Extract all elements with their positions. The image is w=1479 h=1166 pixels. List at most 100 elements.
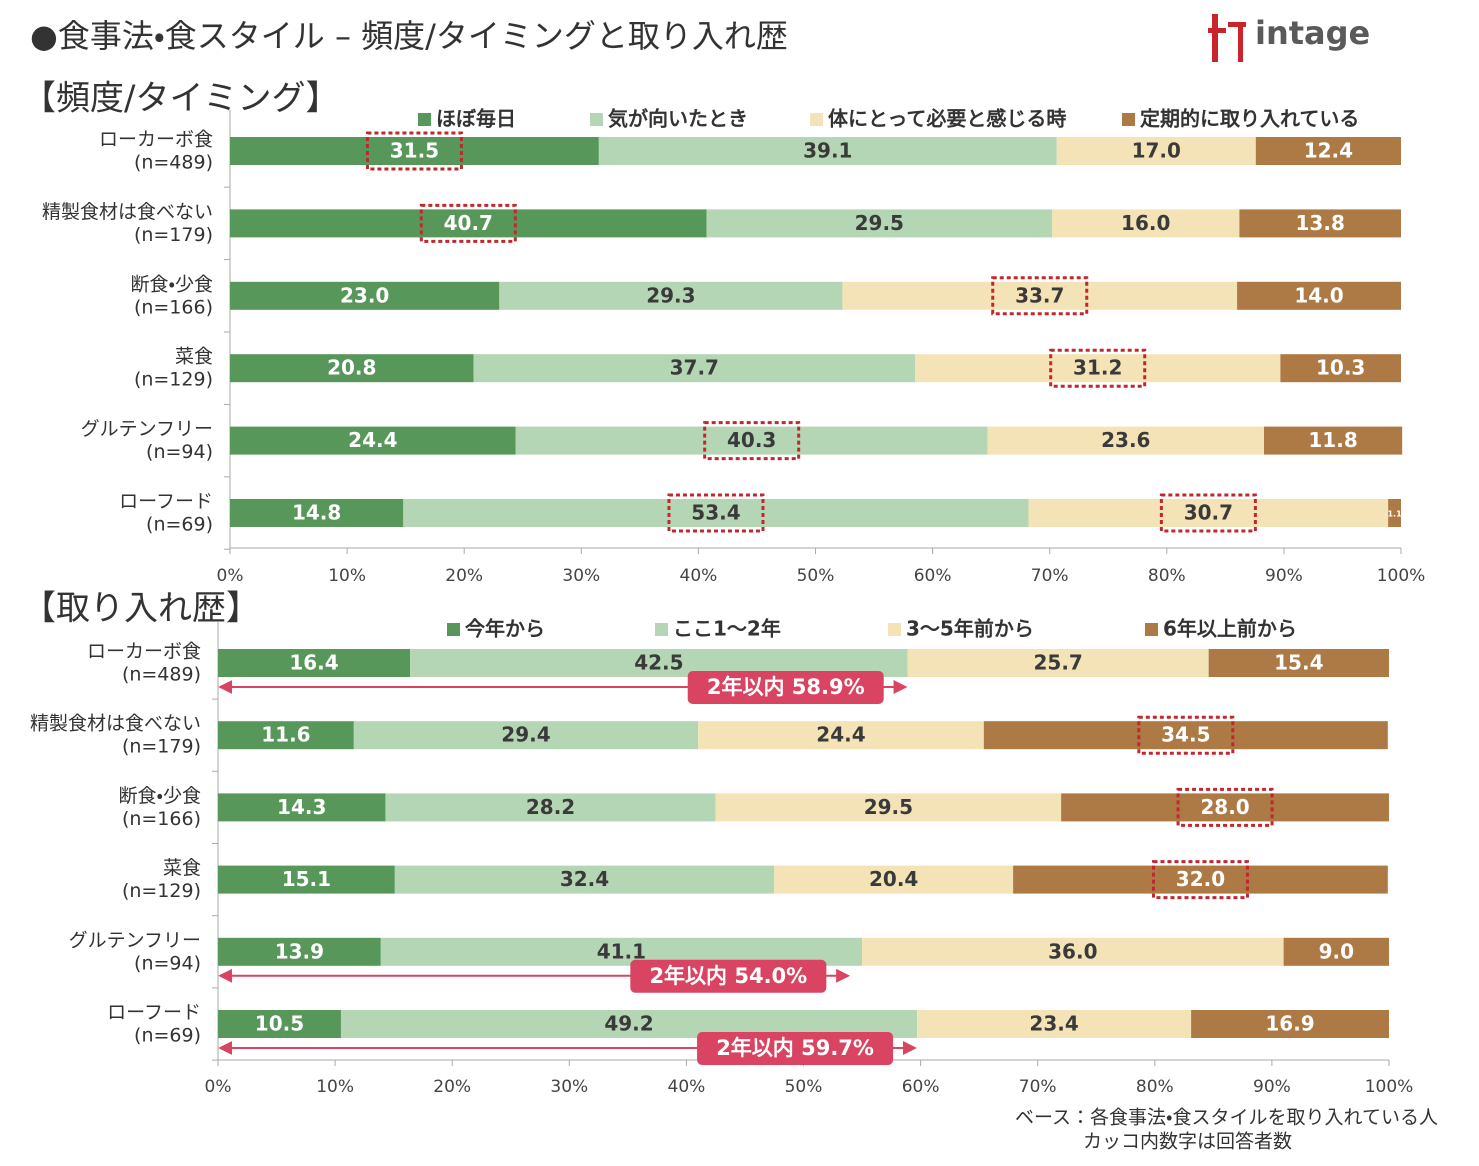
legend-swatch [590, 113, 603, 126]
note: カッコ内数字は回答者数 [1083, 1131, 1292, 1153]
value-label: 24.4 [348, 428, 397, 452]
annotation-label: 2年以内 54.0% [649, 964, 807, 988]
bar-segment [1208, 649, 1389, 677]
bar-segment [1056, 137, 1256, 165]
highlight-box [1151, 860, 1249, 900]
bar-segment [515, 426, 988, 455]
category-label: ローカーボ食 [99, 129, 213, 151]
value-label: 11.6 [261, 723, 310, 747]
annotation-box [697, 1032, 894, 1065]
bar-segment [698, 721, 984, 750]
value-label: 16.9 [1265, 1012, 1314, 1036]
category-label: ローフード [107, 1002, 201, 1024]
highlight-box [991, 276, 1089, 316]
value-label: 16.4 [289, 651, 338, 675]
sample-size: (n=489) [122, 664, 201, 686]
sample-size: (n=94) [134, 952, 201, 974]
x-tick-label: 10% [316, 1077, 354, 1097]
value-label: 15.1 [282, 867, 331, 891]
value-label: 16.0 [1121, 211, 1170, 235]
value-label: 20.8 [327, 356, 376, 380]
bar-segment [842, 281, 1238, 310]
sample-size: (n=179) [134, 224, 213, 246]
value-label: 36.0 [1048, 939, 1097, 963]
bar-segment [1013, 865, 1388, 894]
bar-segment [1388, 499, 1401, 527]
bar-segment [715, 793, 1062, 822]
category-label: ローフード [119, 491, 213, 513]
value-label: 32.4 [560, 867, 609, 891]
x-tick-label: 30% [562, 566, 600, 586]
x-tick-label: 80% [1148, 566, 1186, 586]
x-tick-label: 60% [902, 1077, 940, 1097]
bar-segment [1028, 499, 1389, 527]
sample-size: (n=179) [122, 736, 201, 758]
legend-label: 体にとって必要と感じる時 [828, 107, 1066, 131]
value-label: 25.7 [1034, 651, 1083, 675]
x-tick-label: 90% [1265, 566, 1303, 586]
category-label: グルテンフリー [81, 418, 213, 440]
sample-size: (n=166) [122, 808, 201, 830]
x-tick-label: 50% [797, 566, 835, 586]
value-label: 10.5 [255, 1012, 304, 1036]
x-tick-label: 20% [445, 566, 483, 586]
chart-heading: 【取り入れ歴】 [22, 589, 260, 629]
value-label: 29.5 [855, 211, 904, 235]
legend-swatch [1122, 113, 1135, 126]
x-tick-label: 40% [668, 1077, 706, 1097]
legend-swatch [447, 623, 460, 636]
sample-size: (n=129) [122, 880, 201, 902]
category-label: 菜食 [175, 346, 213, 368]
bar-segment [983, 721, 1388, 750]
bar-segment [218, 793, 386, 822]
bar-segment [774, 865, 1014, 894]
category-label: ローカーボ食 [87, 641, 201, 663]
value-label: 40.3 [727, 428, 776, 452]
legend-swatch [418, 113, 431, 126]
sample-size: (n=69) [146, 514, 213, 536]
legend-swatch [1145, 623, 1158, 636]
category-label: 精製食材は食べない [30, 713, 201, 735]
x-tick-label: 90% [1253, 1077, 1291, 1097]
value-label: 39.1 [803, 139, 852, 163]
bar-segment [230, 354, 474, 383]
x-tick-label: 70% [1031, 566, 1069, 586]
value-label: 23.4 [1029, 1012, 1078, 1036]
legend-label: 6年以上前から [1163, 617, 1297, 641]
highlight-box [667, 493, 765, 533]
bar-segment [1237, 281, 1401, 310]
value-label: 37.7 [670, 356, 719, 380]
bar-segment [1263, 426, 1403, 455]
value-label: 40.7 [444, 211, 493, 235]
legend-label: 気が向いたとき [608, 107, 748, 131]
value-label: 15.4 [1274, 651, 1323, 675]
chart-heading: 【頻度/タイミング】 [22, 79, 339, 119]
annotation-label: 2年以内 59.7% [716, 1036, 874, 1060]
bar-segment [1239, 209, 1401, 238]
value-label: 23.6 [1101, 428, 1150, 452]
highlight-box [1137, 715, 1235, 755]
value-label: 29.3 [646, 283, 695, 307]
annotation-label: 2年以内 58.9% [707, 675, 865, 699]
bar-segment [862, 937, 1284, 966]
bar-segment [1255, 137, 1401, 165]
sample-size: (n=129) [134, 369, 213, 391]
value-label: 49.2 [604, 1012, 653, 1036]
value-label: 32.0 [1176, 867, 1225, 891]
highlight-box [1176, 787, 1274, 827]
legend-label: 今年から [465, 617, 545, 641]
bar-segment [218, 649, 411, 677]
value-label: 41.1 [597, 939, 646, 963]
bar-segment [473, 354, 916, 383]
category-label: グルテンフリー [69, 929, 201, 951]
sample-size: (n=166) [134, 296, 213, 318]
x-tick-label: 30% [550, 1077, 588, 1097]
value-label: 31.2 [1073, 356, 1122, 380]
x-tick-label: 10% [328, 566, 366, 586]
legend-label: ほぼ毎日 [436, 107, 516, 131]
bar-segment [218, 865, 395, 894]
sample-size: (n=94) [146, 441, 213, 463]
bar-segment [218, 937, 381, 966]
value-label: 13.8 [1296, 211, 1345, 235]
bar-segment [1280, 354, 1401, 383]
